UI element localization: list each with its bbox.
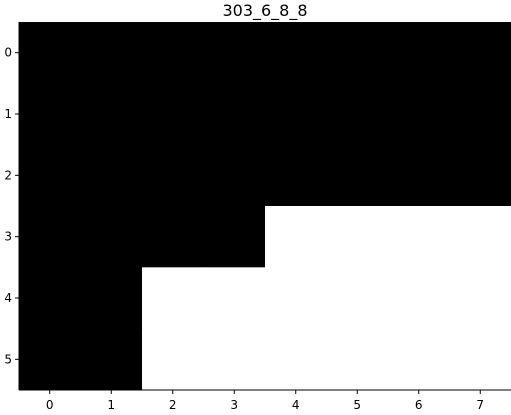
- heatmap-cell: [203, 267, 266, 330]
- heatmap-cell: [388, 83, 450, 146]
- heatmap-cell: [326, 328, 389, 391]
- heatmap-cell: [19, 328, 81, 391]
- heatmap-cell: [19, 144, 81, 207]
- heatmap-cell: [265, 83, 327, 146]
- x-tick-label: 0: [46, 398, 54, 412]
- x-tick-label: 2: [169, 398, 177, 412]
- heatmap-cell: [388, 328, 450, 391]
- heatmap-cell: [203, 83, 266, 146]
- heatmap-cell: [449, 144, 511, 207]
- heatmap-cell: [388, 144, 450, 207]
- heatmap-cell: [19, 83, 81, 146]
- x-axis: 0 1 2 3 4 5 6 7: [19, 389, 511, 412]
- x-tick-label: 1: [107, 398, 115, 412]
- chart-title: 303_6_8_8: [222, 1, 307, 21]
- heatmap-cell: [142, 83, 204, 146]
- heatmap-cell: [388, 22, 450, 84]
- heatmap-cell: [80, 267, 143, 330]
- heatmap-cell: [265, 206, 327, 268]
- heatmap-cell: [388, 206, 450, 268]
- heatmap-cell: [449, 328, 511, 391]
- heatmap-cell: [19, 267, 81, 330]
- heatmap-cell: [326, 22, 389, 84]
- heatmap-cell: [326, 267, 389, 330]
- heatmap-cell: [142, 144, 204, 207]
- heatmap-cell: [142, 267, 204, 330]
- heatmap-cell: [203, 328, 266, 391]
- heatmap-cell: [142, 22, 204, 84]
- x-tick-label: 7: [476, 398, 484, 412]
- x-tick-label: 3: [230, 398, 238, 412]
- heatmap-cell: [326, 206, 389, 268]
- heatmap-cell: [19, 22, 81, 84]
- heatmap-cell: [142, 328, 204, 391]
- y-tick-label: 1: [4, 107, 12, 121]
- heatmap-cell: [80, 206, 143, 268]
- y-tick-label: 3: [4, 230, 12, 244]
- heatmap-cell: [326, 144, 389, 207]
- heatmap-cell: [265, 328, 327, 391]
- heatmap-cell: [449, 206, 511, 268]
- heatmap-cell: [80, 22, 143, 84]
- heatmap-cell: [203, 22, 266, 84]
- heatmap-cell: [265, 22, 327, 84]
- heatmap-cells: [19, 22, 511, 391]
- heatmap-cell: [80, 144, 143, 207]
- heatmap-cell: [80, 328, 143, 391]
- y-tick-label: 5: [4, 352, 12, 366]
- heatmap-cell: [388, 267, 450, 330]
- y-tick-label: 0: [4, 46, 12, 60]
- heatmap-cell: [203, 144, 266, 207]
- heatmap-cell: [80, 83, 143, 146]
- y-axis: 0 1 2 3 4 5: [4, 22, 20, 390]
- heatmap-cell: [19, 206, 81, 268]
- heatmap-cell: [449, 22, 511, 84]
- heatmap-cell: [265, 267, 327, 330]
- x-tick-label: 5: [353, 398, 361, 412]
- heatmap-cell: [203, 206, 266, 268]
- heatmap-cell: [326, 83, 389, 146]
- heatmap-cell: [449, 267, 511, 330]
- x-tick-label: 4: [292, 398, 300, 412]
- y-tick-label: 4: [4, 291, 12, 305]
- heatmap-cell: [449, 83, 511, 146]
- heatmap-cell: [265, 144, 327, 207]
- x-tick-label: 6: [415, 398, 423, 412]
- y-tick-label: 2: [4, 168, 12, 182]
- heatmap-cell: [142, 206, 204, 268]
